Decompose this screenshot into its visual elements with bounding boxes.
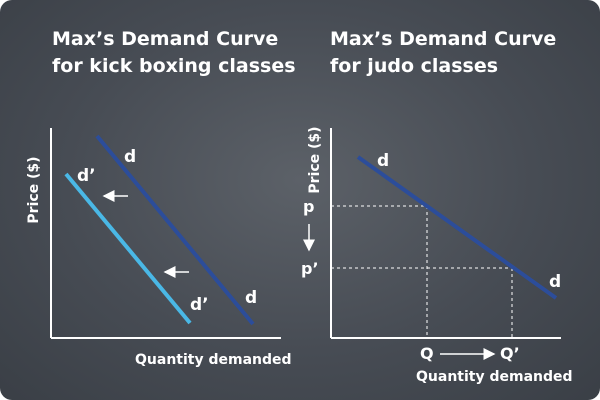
left-x-axis-label: Quantity demanded	[135, 352, 292, 368]
right-x-axis-label: Quantity demanded	[416, 369, 573, 385]
right-price-p-prime-label: p’	[301, 259, 319, 278]
right-quantity-q-prime-label: Q’	[500, 344, 520, 363]
right-curve-label-top: d	[377, 151, 389, 171]
right-price-p-label: p	[303, 197, 314, 216]
left-demand-curve-d-prime	[64, 172, 192, 325]
left-curve-d-prime-label-bottom: d’	[190, 295, 209, 315]
right-quantity-q-label: Q	[420, 344, 434, 363]
right-demand-curve	[356, 155, 558, 300]
left-curve-d-prime-label-top: d’	[77, 166, 96, 186]
left-axes	[50, 128, 281, 339]
right-panel-title: Max’s Demand Curve for judo classes	[330, 26, 556, 80]
left-curve-d-label-bottom: d	[245, 288, 257, 308]
left-title-line1: Max’s Demand Curve	[52, 28, 279, 50]
right-y-axis-label: Price ($)	[307, 126, 323, 193]
right-axes	[330, 128, 561, 339]
left-y-axis-label: Price ($)	[26, 156, 42, 223]
right-curve-label-bottom: d	[549, 272, 561, 292]
left-title-line2: for kick boxing classes	[52, 55, 296, 77]
left-demand-curve-d	[95, 134, 255, 326]
right-title-line2: for judo classes	[330, 55, 499, 77]
left-curve-d-label-top: d	[124, 147, 136, 167]
left-panel-title: Max’s Demand Curve for kick boxing class…	[52, 26, 296, 80]
right-title-line1: Max’s Demand Curve	[330, 28, 557, 50]
